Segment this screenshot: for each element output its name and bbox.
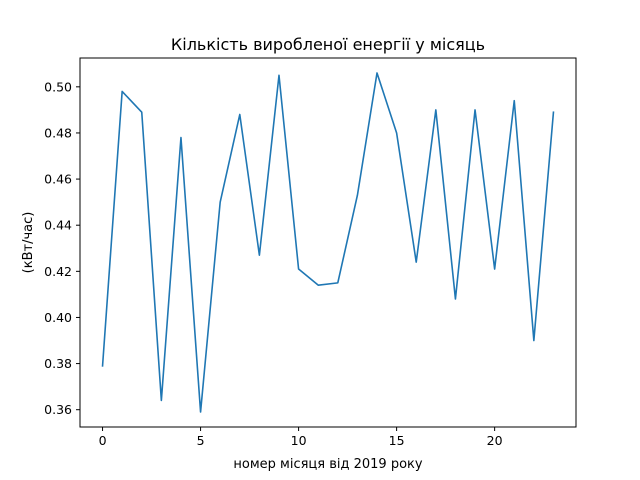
x-tick-label: 5 — [197, 433, 205, 448]
x-tick-label: 10 — [291, 433, 307, 448]
y-tick-label: 0.48 — [44, 125, 72, 140]
y-tick-label: 0.42 — [44, 264, 72, 279]
y-tick-label: 0.40 — [44, 310, 72, 325]
y-tick-label: 0.46 — [44, 172, 72, 187]
series-line — [101, 72, 555, 413]
chart-title: Кількість виробленої енергії у місяць — [171, 35, 485, 54]
y-tick-label: 0.44 — [44, 218, 72, 233]
y-tick-label: 0.38 — [44, 356, 72, 371]
plot-frame — [79, 57, 577, 428]
x-axis: 0 5 10 15 20 — [99, 427, 503, 448]
x-tick-label: 20 — [487, 433, 503, 448]
x-tick-label: 0 — [99, 433, 107, 448]
y-axis-label: (кВт/час) — [21, 212, 36, 274]
y-axis: 0.36 0.38 0.40 0.42 0.44 0.46 0.48 0.50 — [44, 79, 80, 417]
y-tick-label: 0.50 — [44, 79, 72, 94]
y-tick-label: 0.36 — [44, 402, 72, 417]
x-tick-label: 15 — [389, 433, 405, 448]
x-axis-label: номер місяця від 2019 року — [233, 457, 422, 472]
